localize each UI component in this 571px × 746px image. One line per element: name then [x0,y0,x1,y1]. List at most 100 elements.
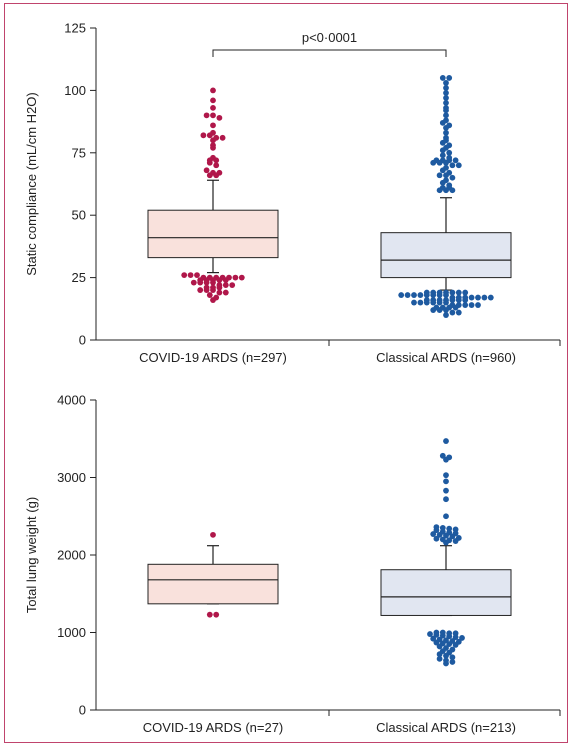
chart-1-group-2-point-79 [430,299,437,306]
chart-1-group-1-point-49 [216,284,223,291]
chart-1-group-2-point-76 [411,299,417,306]
chart-2-group-2-point-13 [433,527,440,534]
chart-2-y-tick-label-4: 4000 [57,393,86,408]
chart-2-group-2-point-42 [433,639,440,646]
chart-1-group-2-point-36 [436,172,443,179]
chart-1-group-1-point-19 [213,162,220,169]
chart-1-group-2-point-54 [398,292,405,298]
chart-1-group-1-point-1 [210,97,216,104]
chart-1-group-1-point-46 [229,282,236,288]
chart-2-group-2-point-25 [452,538,459,544]
chart-1-group-2-point-67 [481,294,488,301]
chart-1-group-2-point-45 [443,187,449,194]
chart-1-group-2-point-96 [443,312,449,318]
chart-1-y-tick-label-2: 50 [72,208,86,223]
chart-1-group-2-point-77 [417,299,424,306]
chart-1-group-1-point-34 [238,274,245,281]
chart-1-group-1-point-27 [194,272,200,279]
chart-2-group-2-point-52 [443,652,449,659]
chart-1-group-2-point-66 [475,294,481,301]
chart-2-y-tick-label-1: 1000 [57,625,86,640]
chart-1-group-2-point-1 [446,75,453,81]
chart-1-group-2-point-55 [404,292,411,298]
chart-2-group-2-point-35 [452,634,459,641]
chart-1-group-2-point-30 [443,159,449,166]
chart-1-group-1-point-52 [210,287,216,293]
chart-1-group-2-point-91 [430,307,437,313]
chart-1-group-1-point-24 [213,172,220,179]
chart-1-group-2-point-95 [455,309,462,316]
chart-1-group-2-point-51 [449,289,456,296]
chart-2-group-2-point-3 [443,456,449,463]
chart-1-group-2-point-93 [443,307,449,313]
chart-1-group-2-point-60 [436,292,443,298]
chart-1-group-2-point-40 [439,179,446,186]
chart-1-group-2-point-11 [439,119,446,126]
chart-1-group-1-point-18 [206,159,213,166]
chart-1-group-2-point-17 [439,139,446,146]
chart-1-group-2-point-90 [452,304,459,311]
chart-1-group-2-point-3 [443,85,449,91]
chart-2-group-2-point-4 [443,472,449,479]
chart-2-group-2-point-18 [436,531,443,538]
chart-1-group-1-point-8 [200,132,207,139]
chart-1-group-2-point-56 [411,292,417,298]
chart-1-group-2-point-31 [449,162,456,169]
chart-2-category-label-1: COVID-19 ARDS (n=27) [143,720,284,735]
chart-1-group-1-point-9 [206,132,213,139]
chart-1-group-1-point-39 [222,277,229,283]
chart-1-group-2-point-8 [443,107,449,114]
chart-1-group-2-point-28 [430,159,437,166]
chart-1-group-2-point-29 [436,159,443,166]
chart-2-group-2-box [380,569,512,616]
chart-1-category-label-1: COVID-19 ARDS (n=297) [139,350,287,365]
chart-1-group-2-point-78 [423,299,430,306]
chart-1-group-1-point-6 [210,122,216,129]
chart-2-group-2-point-1 [439,452,446,459]
chart-1-group-2-point-75 [462,297,469,303]
chart-1-group-2-point-27 [452,157,459,164]
chart-1-group-1-point-3 [203,112,210,119]
chart-1-group-2-point-21 [446,149,453,156]
chart-1-group-2-point-58 [423,292,430,298]
chart-2-group-2-point-34 [446,633,453,640]
chart-1-group-1-point-11 [219,134,226,141]
chart-1-group-1-point-17 [213,157,220,164]
chart-1-group-2-point-52 [455,289,462,296]
chart-1-group-1-point-41 [197,279,204,286]
chart-1-significance-bracket [212,49,447,57]
chart-1-group-1-point-38 [216,277,223,283]
chart-1-group-1-point-55 [206,292,213,298]
chart-1-group-2-point-4 [443,89,449,96]
chart-2-group-2-point-8 [443,513,449,520]
chart-1-group-2-point-85 [468,302,475,308]
chart-1-group-1-point-40 [190,279,197,286]
chart-2-category-label-2: Classical ARDS (n=213) [376,720,516,735]
chart-1-group-1-point-23 [206,172,213,179]
chart-1-group-2-point-0 [439,75,446,81]
chart-1-group-1-point-42 [203,279,210,286]
chart-1-group-2-point-9 [443,112,449,119]
chart-2-group-2-point-51 [436,651,443,658]
chart-1-group-1-point-33 [232,274,239,281]
chart-1-group-1-point-50 [197,287,204,293]
chart-2-group-2-point-20 [449,533,456,540]
chart-2-group-2-point-37 [430,635,437,642]
chart-2-group-2-point-46 [436,643,443,650]
chart-1-y-tick-label-1: 25 [72,270,86,285]
chart-1-group-2-point-73 [449,297,456,303]
chart-2-group-2-point-6 [443,487,449,494]
chart-1-group-2-point-22 [439,152,446,159]
chart-1-group-2-point-46 [449,187,456,194]
chart-2-group-1-point-1 [206,611,213,618]
chart-1-group-2-point-2 [443,80,449,86]
chart-1-group-1-box [147,209,279,259]
chart-1-group-2-point-5 [443,94,449,101]
chart-1-group-2-point-14 [443,129,449,136]
chart-1-group-1-point-12 [210,137,216,144]
chart-1-group-1-point-14 [210,144,216,151]
chart-1-group-2-point-92 [436,307,443,313]
chart-1-group-1-point-25 [181,272,188,279]
chart-2-group-1-point-2 [213,611,220,618]
